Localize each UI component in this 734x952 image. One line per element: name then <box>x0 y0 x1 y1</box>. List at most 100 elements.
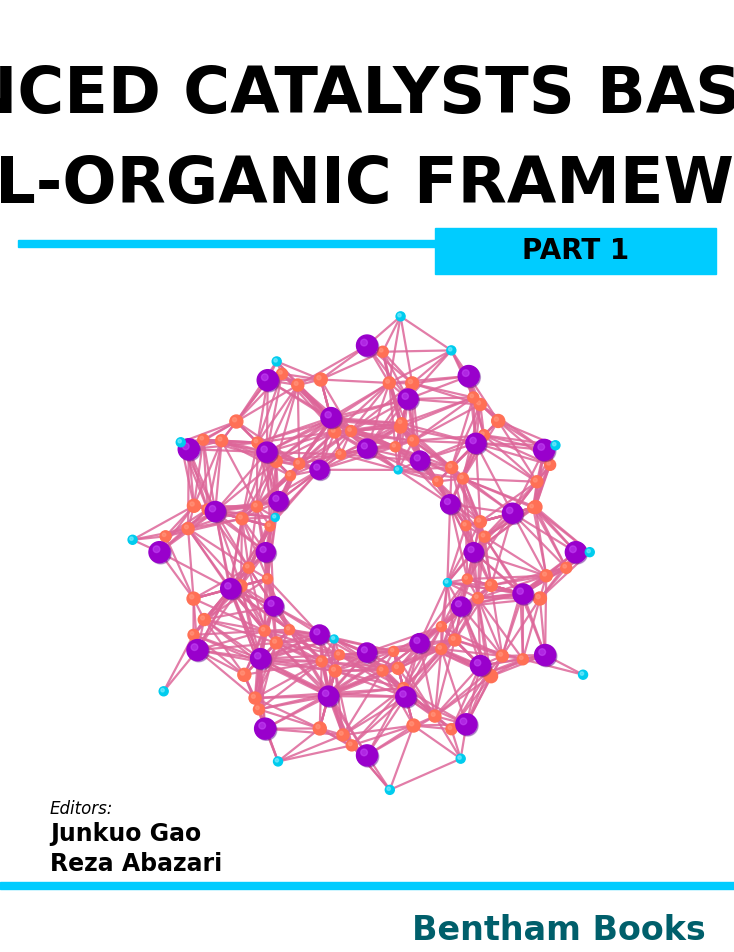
Circle shape <box>360 339 368 346</box>
Circle shape <box>128 535 137 545</box>
Circle shape <box>261 374 268 381</box>
Circle shape <box>474 399 487 410</box>
Circle shape <box>392 663 404 674</box>
Circle shape <box>535 441 556 462</box>
Circle shape <box>465 576 468 579</box>
Circle shape <box>187 592 200 605</box>
Circle shape <box>313 464 320 470</box>
Circle shape <box>288 472 291 476</box>
Circle shape <box>551 441 560 449</box>
Circle shape <box>331 428 335 432</box>
Circle shape <box>487 672 491 677</box>
Circle shape <box>457 473 468 484</box>
Circle shape <box>479 531 490 543</box>
Circle shape <box>150 543 171 564</box>
Circle shape <box>563 565 567 568</box>
Circle shape <box>407 719 420 732</box>
Circle shape <box>397 424 401 427</box>
Circle shape <box>198 614 210 625</box>
Circle shape <box>311 626 330 645</box>
Circle shape <box>294 458 305 469</box>
Circle shape <box>178 440 181 443</box>
Circle shape <box>400 684 404 688</box>
Circle shape <box>160 531 171 542</box>
Circle shape <box>517 588 523 594</box>
Circle shape <box>332 637 335 640</box>
Circle shape <box>357 643 377 662</box>
Circle shape <box>337 729 349 741</box>
Circle shape <box>292 379 304 391</box>
Circle shape <box>239 515 242 519</box>
Text: Bentham Books: Bentham Books <box>413 914 706 946</box>
Circle shape <box>479 429 490 441</box>
Circle shape <box>260 546 266 552</box>
Circle shape <box>191 644 198 650</box>
Circle shape <box>567 543 587 564</box>
Circle shape <box>446 462 457 473</box>
Circle shape <box>477 518 481 522</box>
Circle shape <box>222 580 242 600</box>
Circle shape <box>515 587 526 599</box>
Circle shape <box>349 743 352 745</box>
Circle shape <box>357 746 379 767</box>
Circle shape <box>496 650 508 662</box>
Circle shape <box>285 625 294 635</box>
Circle shape <box>255 658 258 662</box>
Circle shape <box>565 542 586 563</box>
Circle shape <box>513 584 533 604</box>
Circle shape <box>251 501 262 512</box>
Circle shape <box>209 506 216 512</box>
Circle shape <box>447 346 456 355</box>
Circle shape <box>322 690 329 697</box>
Circle shape <box>561 563 572 573</box>
Circle shape <box>204 506 208 509</box>
Circle shape <box>162 533 166 537</box>
Circle shape <box>321 407 341 427</box>
Circle shape <box>444 499 451 505</box>
Circle shape <box>264 597 283 616</box>
Circle shape <box>470 656 490 676</box>
Circle shape <box>432 712 435 716</box>
Text: ADVANCED CATALYSTS BASED ON: ADVANCED CATALYSTS BASED ON <box>0 64 734 126</box>
Circle shape <box>241 671 244 675</box>
Circle shape <box>400 691 406 697</box>
Circle shape <box>200 436 203 440</box>
Circle shape <box>529 501 542 513</box>
Circle shape <box>414 455 421 461</box>
Circle shape <box>504 505 523 525</box>
Circle shape <box>449 634 461 646</box>
Circle shape <box>411 635 430 654</box>
Circle shape <box>243 563 254 573</box>
Circle shape <box>534 478 537 482</box>
Circle shape <box>360 749 368 756</box>
Circle shape <box>310 625 329 644</box>
Circle shape <box>398 683 409 694</box>
Circle shape <box>206 502 225 522</box>
Circle shape <box>357 336 379 357</box>
Circle shape <box>326 415 337 426</box>
Circle shape <box>580 672 584 675</box>
Circle shape <box>274 359 277 362</box>
Circle shape <box>437 622 446 631</box>
Circle shape <box>470 437 476 444</box>
Circle shape <box>270 493 289 512</box>
Circle shape <box>410 451 429 470</box>
Circle shape <box>436 644 447 654</box>
Circle shape <box>216 435 228 446</box>
Circle shape <box>274 757 283 766</box>
Circle shape <box>272 640 277 644</box>
Circle shape <box>221 579 241 599</box>
Circle shape <box>314 373 327 386</box>
Circle shape <box>255 653 261 659</box>
Bar <box>435 228 716 274</box>
Circle shape <box>538 444 545 450</box>
Circle shape <box>178 439 199 460</box>
Circle shape <box>236 513 248 525</box>
Circle shape <box>396 686 415 706</box>
Circle shape <box>190 502 195 506</box>
Circle shape <box>265 521 275 531</box>
Circle shape <box>336 652 340 655</box>
Circle shape <box>456 714 477 735</box>
Circle shape <box>313 722 326 735</box>
Circle shape <box>461 521 471 530</box>
